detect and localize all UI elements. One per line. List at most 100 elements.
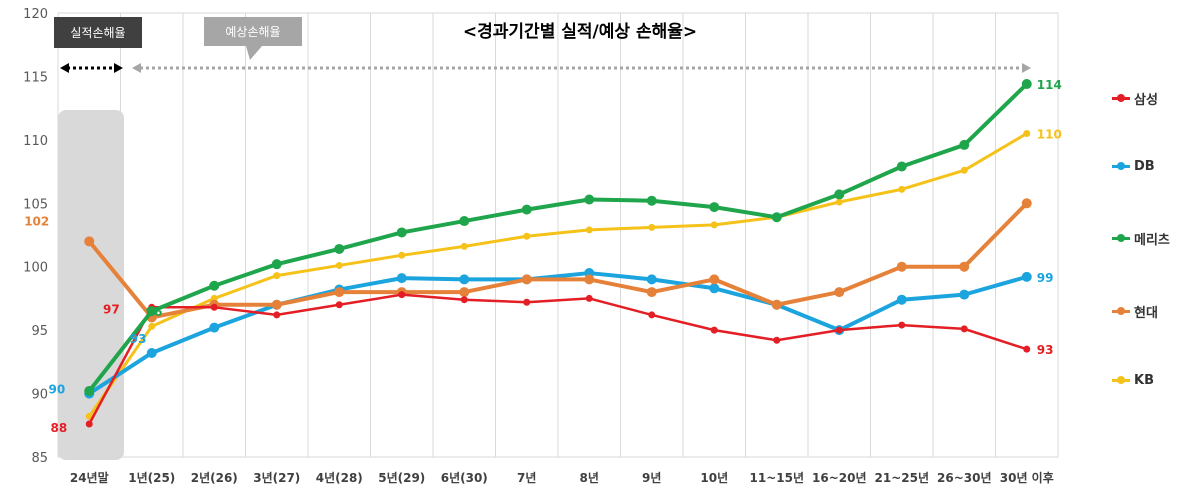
data-label-메리츠: 96 <box>146 305 163 319</box>
actual-label-box <box>54 17 142 48</box>
data-point-KB <box>460 242 468 250</box>
data-point-삼성 <box>273 311 281 319</box>
data-point-DB <box>646 274 657 285</box>
data-point-삼성 <box>773 336 781 344</box>
data-point-현대 <box>271 299 282 310</box>
series-line-메리츠 <box>87 82 1029 393</box>
x-tick-label: 2년(26) <box>191 471 238 485</box>
data-point-메리츠 <box>1021 79 1032 90</box>
legend-label: 삼성 <box>1134 93 1158 108</box>
x-tick-label: 5년(29) <box>378 471 425 485</box>
legend-item: KB <box>1112 373 1154 388</box>
actual-period-shade <box>58 110 124 460</box>
chart-title: <경과기간별 실적/예상 손해율> <box>463 22 697 42</box>
legend-item: DB <box>1112 159 1155 174</box>
data-point-메리츠 <box>209 280 220 291</box>
data-label-메리츠: 114 <box>1037 78 1062 92</box>
data-point-DB <box>146 347 157 358</box>
x-tick-label: 16~20년 <box>812 471 867 485</box>
data-point-메리츠 <box>271 259 282 270</box>
y-tick-label: 105 <box>23 197 48 212</box>
data-point-메리츠 <box>709 202 720 213</box>
data-point-현대 <box>459 287 470 298</box>
data-point-KB <box>148 322 156 330</box>
data-point-메리츠 <box>771 212 782 223</box>
x-axis: 24년말 1년(25) 2년(26) 3년(27) 4년(28) 5년(29) 6년(30)… <box>70 470 1054 485</box>
data-point-KB <box>710 221 718 229</box>
data-point-메리츠 <box>334 243 345 254</box>
legend-swatch <box>1112 307 1130 315</box>
actual-period-annotation: 실적손해율 <box>54 17 142 73</box>
data-point-KB <box>585 226 593 234</box>
series-line-KB <box>88 132 1028 418</box>
x-tick-label: 26~30년 <box>937 471 992 485</box>
x-tick-label: 4년(28) <box>316 471 363 485</box>
data-label-삼성: 88 <box>51 421 68 435</box>
data-point-메리츠 <box>146 306 157 317</box>
data-point-DB <box>896 294 907 305</box>
data-point-현대 <box>521 274 532 285</box>
y-tick-label: 120 <box>23 7 48 22</box>
series-layer <box>84 79 1032 428</box>
data-point-DB <box>396 273 407 284</box>
data-label-layer: 110 90 93 99 102 88 97 93 96 114 <box>24 78 1062 435</box>
x-tick-label: 3년(27) <box>253 471 300 485</box>
data-point-삼성 <box>210 303 218 311</box>
forecast-label-box <box>204 17 302 60</box>
data-point-KB <box>648 223 656 231</box>
legend-item: 메리츠 <box>1112 229 1170 248</box>
data-point-DB <box>459 274 470 285</box>
data-point-삼성 <box>398 291 406 299</box>
series-line-삼성 <box>88 293 1028 425</box>
data-point-삼성 <box>585 294 593 302</box>
series-line-현대 <box>87 201 1029 320</box>
data-point-메리츠 <box>896 161 907 172</box>
data-point-삼성 <box>85 420 93 428</box>
data-point-메리츠 <box>396 227 407 238</box>
data-point-삼성 <box>898 321 906 329</box>
data-point-DB <box>1021 271 1032 282</box>
data-point-메리츠 <box>834 189 845 200</box>
data-point-DB <box>959 289 970 300</box>
y-tick-label: 85 <box>31 451 48 466</box>
legend-swatch <box>1112 162 1130 170</box>
data-label-현대: 102 <box>24 214 49 228</box>
data-point-메리츠 <box>84 386 95 397</box>
x-tick-label: 6년(30) <box>441 471 488 485</box>
x-tick-label: 24년말 <box>70 471 109 485</box>
legend-label: KB <box>1134 373 1154 388</box>
x-tick-label: 8년 <box>580 471 599 485</box>
data-point-현대 <box>646 287 657 298</box>
data-point-KB <box>523 232 531 240</box>
data-point-현대 <box>709 274 720 285</box>
data-point-삼성 <box>460 296 468 304</box>
legend-swatch <box>1112 376 1130 384</box>
data-label-삼성: 97 <box>103 302 120 316</box>
data-point-KB <box>835 198 843 206</box>
data-label-삼성: 93 <box>1037 343 1054 357</box>
data-point-현대 <box>771 299 782 310</box>
legend-item: 삼성 <box>1112 89 1158 108</box>
data-point-KB <box>398 251 406 259</box>
x-tick-label: 1년(25) <box>128 471 175 485</box>
x-tick-label: 7년 <box>517 471 536 485</box>
data-point-삼성 <box>335 301 343 309</box>
legend-label: 현대 <box>1134 306 1158 321</box>
x-tick-label: 21~25년 <box>875 471 930 485</box>
data-point-메리츠 <box>459 216 470 227</box>
forecast-arrow-head-right <box>1022 63 1031 73</box>
data-point-메리츠 <box>521 204 532 215</box>
legend-label: 메리츠 <box>1134 233 1170 248</box>
forecast-arrow-head-left <box>132 63 141 73</box>
data-point-현대 <box>834 287 845 298</box>
data-point-현대 <box>1021 198 1032 209</box>
data-point-현대 <box>334 287 345 298</box>
data-point-삼성 <box>835 326 843 334</box>
data-point-현대 <box>584 274 595 285</box>
data-point-KB <box>273 272 281 280</box>
data-point-삼성 <box>1023 345 1031 353</box>
data-point-삼성 <box>710 326 718 334</box>
actual-arrow-head-right <box>114 63 123 73</box>
actual-arrow-head-left <box>60 63 69 73</box>
data-point-KB <box>898 185 906 193</box>
